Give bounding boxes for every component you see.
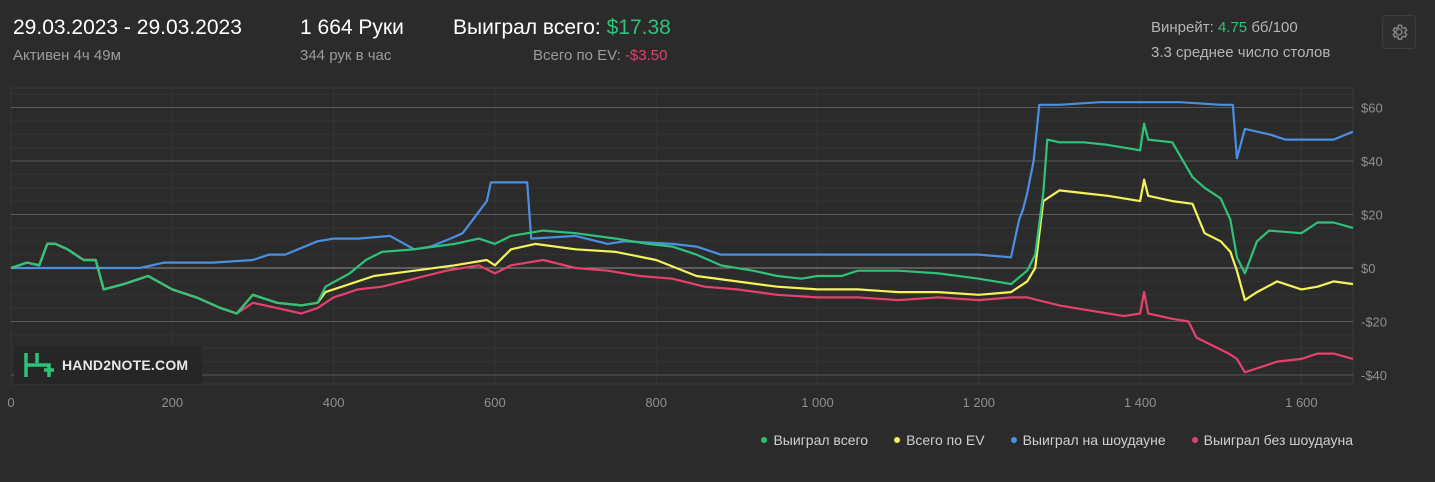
gear-icon (1392, 24, 1408, 40)
legend-dot-showdown (1010, 437, 1017, 443)
legend-dot-non-showdown (1191, 437, 1198, 443)
series-line-1 (10, 178, 1354, 315)
winrate-value: 4.75 (1217, 19, 1248, 36)
y-tick-label: -$40 (1361, 368, 1387, 383)
hands-total: 1 664 Руки (300, 16, 404, 39)
legend-label-won-total: Выиграл всего (773, 432, 869, 448)
avg-tables: 3.3 среднее число столов (1151, 44, 1331, 61)
x-tick-label: 800 (645, 395, 667, 410)
winrate-unit: бб/100 (1251, 19, 1298, 36)
chart-grid (10, 87, 1354, 385)
y-tick-label: $0 (1361, 261, 1375, 276)
y-tick-label: $40 (1361, 154, 1383, 169)
date-range: 29.03.2023 - 29.03.2023 (13, 16, 242, 39)
x-axis: 0 200 400 600 800 1 000 1 200 1 400 1 600 (7, 395, 1317, 410)
winrate-label: Винрейт: (1151, 19, 1214, 36)
won-total-label: Выиграл всего: (453, 16, 601, 39)
x-tick-label: 1 200 (963, 395, 996, 410)
legend-dot-ev-total (894, 437, 901, 443)
won-total-value: $17.38 (606, 16, 671, 39)
plot-frame (10, 87, 1354, 385)
active-time: Активен 4ч 49м (13, 47, 121, 64)
logo-text: HAND2NOTE.COM (62, 357, 189, 373)
chart-lines (10, 101, 1354, 374)
legend-item-ev-total[interactable]: Всего по EV (894, 432, 985, 448)
legend-label-non-showdown: Выиграл без шоудауна (1203, 432, 1353, 448)
ev-total-value: -$3.50 (624, 47, 668, 64)
chart-legend: Выиграл всего Всего по EV Выиграл на шоу… (761, 432, 1353, 448)
x-tick-label: 1 400 (1124, 395, 1157, 410)
winrate: Винрейт: 4.75 бб/100 (1151, 19, 1298, 36)
x-tick-label: 400 (323, 395, 345, 410)
x-tick-label: 200 (161, 395, 183, 410)
x-tick-label: 0 (7, 395, 14, 410)
legend-label-ev-total: Всего по EV (906, 432, 985, 448)
y-tick-label: -$20 (1361, 315, 1387, 330)
y-axis: $60 $40 $20 $0 -$20 -$40 (1361, 101, 1387, 384)
h2n-logo-icon (24, 353, 54, 377)
ev-total-label: Всего по EV: (533, 47, 621, 64)
settings-button[interactable] (1382, 15, 1416, 49)
series-line-0 (10, 122, 1354, 315)
x-tick-label: 1 600 (1285, 395, 1318, 410)
x-tick-label: 1 000 (801, 395, 834, 410)
hands-per-hour: 344 рук в час (300, 47, 392, 64)
legend-item-won-total[interactable]: Выиграл всего (761, 432, 868, 448)
legend-label-showdown: Выиграл на шоудауне (1022, 432, 1166, 448)
won-total: Выиграл всего: $17.38 (453, 16, 671, 40)
y-tick-label: $20 (1361, 208, 1383, 223)
legend-item-non-showdown[interactable]: Выиграл без шоудауна (1191, 432, 1353, 448)
x-tick-label: 600 (484, 395, 506, 410)
ev-total: Всего по EV: -$3.50 (533, 47, 667, 64)
y-tick-label: $60 (1361, 101, 1383, 116)
series-line-2 (11, 101, 1354, 270)
hand2note-logo: HAND2NOTE.COM (14, 346, 202, 384)
legend-item-showdown[interactable]: Выиграл на шоудауне (1010, 432, 1166, 448)
legend-dot-won-total (761, 437, 768, 443)
